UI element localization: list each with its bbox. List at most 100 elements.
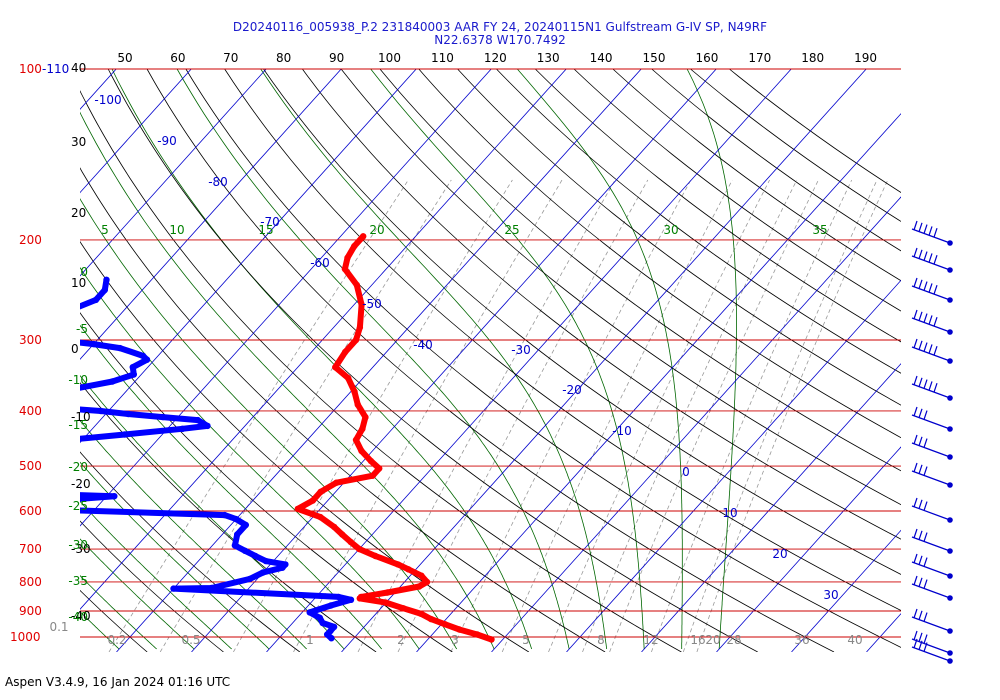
dewpoint-profile-point xyxy=(97,407,105,415)
wind-barb-flag xyxy=(923,281,928,291)
dewpoint-profile-point xyxy=(328,635,335,642)
top-scale-label: 190 xyxy=(854,51,877,65)
wind-barb-flag xyxy=(918,311,923,321)
top-scale-label: 120 xyxy=(484,51,507,65)
temperature-profile-point xyxy=(344,374,352,382)
temperature-profile-point xyxy=(369,472,376,479)
wind-barb-flag xyxy=(913,309,918,320)
isotherm-line xyxy=(491,196,901,652)
wind-barb-staff xyxy=(911,414,951,430)
temperature-profile-point xyxy=(317,488,324,495)
dewpoint-profile-point xyxy=(179,425,186,432)
dry-adiabat-line xyxy=(689,69,901,222)
dewpoint-profile-point xyxy=(69,306,75,312)
wind-barb-flag xyxy=(933,346,938,356)
isotherm-label: 0 xyxy=(682,465,690,479)
dewpoint-profile-point xyxy=(335,593,342,601)
isotherm-label: -50 xyxy=(362,297,382,311)
isotherm-line xyxy=(266,69,792,652)
wind-barb-flag xyxy=(913,553,918,564)
wind-barb-flag xyxy=(918,464,923,474)
wind-barb-flag xyxy=(913,608,918,619)
mixing-ratio-label: 5 xyxy=(522,633,530,647)
isotherm-label: -60 xyxy=(310,256,330,270)
temperature-profile-point xyxy=(417,610,425,617)
dewpoint-profile-point xyxy=(56,405,62,411)
temperature-profile-point xyxy=(416,583,423,590)
mixing-ratio-line xyxy=(357,179,616,652)
mixing-ratio-label: 40 xyxy=(847,633,862,647)
dewpoint-profile-point xyxy=(9,398,15,404)
wind-barb-flag xyxy=(923,438,928,448)
wind-barb-staff xyxy=(911,255,951,271)
temperature-profile-point xyxy=(332,364,339,371)
mixing-ratio-label: 2 xyxy=(397,633,405,647)
isobar-label: 100 xyxy=(19,62,42,76)
mixing-ratio-line xyxy=(548,179,770,652)
left-temp-label: 10 xyxy=(71,276,86,290)
dewpoint-profile-point xyxy=(90,340,97,348)
wind-barb-station xyxy=(947,517,953,523)
temperature-profile-point xyxy=(356,324,364,331)
left-temp-label: -10 xyxy=(71,410,91,424)
chart-title: D20240116_005938_P.2 231840003 AAR FY 24… xyxy=(0,21,1000,47)
isotherm-line xyxy=(80,69,492,527)
wind-barb-staff xyxy=(911,616,951,632)
wind-barb-staff xyxy=(911,383,951,399)
wind-barb xyxy=(911,338,953,364)
theta-top-label: 35 xyxy=(812,223,827,237)
wind-barb-flag xyxy=(923,634,928,644)
isotherm-line xyxy=(80,69,267,277)
wind-barb-station xyxy=(947,650,953,656)
isotherm-label: -40 xyxy=(413,338,433,352)
mixing-ratio-line xyxy=(682,179,878,652)
wind-barb xyxy=(911,434,953,460)
mixing-ratio-label: 0.1 xyxy=(49,620,68,634)
isobar-label: 900 xyxy=(19,604,42,618)
temperature-profile-point xyxy=(418,572,425,579)
dewpoint-profile-point xyxy=(103,276,110,283)
wind-barb-station xyxy=(947,267,953,273)
chart-title-line2: N22.6378 W170.7492 xyxy=(434,33,566,47)
top-scale-label: 180 xyxy=(801,51,824,65)
theta-top-label: 30 xyxy=(663,223,678,237)
temperature-profile-point xyxy=(394,561,402,568)
dry-adiabat-line xyxy=(534,69,901,343)
isobar-label: 500 xyxy=(19,459,42,473)
isobars xyxy=(80,68,901,638)
version-footer: Aspen V3.4.9, 16 Jan 2024 01:16 UTC xyxy=(5,675,231,689)
temperature-profile-point xyxy=(376,465,383,472)
dewpoint-profile-point xyxy=(159,413,167,421)
wind-barb-station xyxy=(947,426,953,432)
wind-barb-staff xyxy=(911,646,951,662)
mixing-ratio-line xyxy=(501,179,733,652)
moist-adiabat-line xyxy=(80,461,270,650)
mixing-ratio-line xyxy=(609,179,819,652)
wind-barb xyxy=(911,575,953,601)
wind-barb xyxy=(911,462,953,488)
isotherm-label: 10 xyxy=(722,506,737,520)
dewpoint-profile-point xyxy=(347,596,355,603)
dewpoint-profile-point xyxy=(194,416,201,424)
dewpoint-profile-point xyxy=(231,542,239,549)
temperature-profile-point xyxy=(341,265,349,273)
dewpoint-profile-point xyxy=(246,575,253,583)
wind-barb-station xyxy=(947,395,953,401)
wind-barb-flag xyxy=(918,279,923,289)
mixing-ratio-line xyxy=(450,179,692,652)
theta-left-label: -15 xyxy=(68,418,88,432)
wind-barb-flag xyxy=(928,381,933,391)
top-scale-label: 100 xyxy=(378,51,401,65)
mixing-ratio-label: 28 xyxy=(726,633,741,647)
left-temp-label: -30 xyxy=(71,542,91,556)
isotherm-line xyxy=(716,446,901,652)
isotherm-line xyxy=(116,69,642,652)
theta-top-label: 10 xyxy=(169,223,184,237)
isotherm-line xyxy=(341,69,867,652)
top-scale-label: 70 xyxy=(223,51,238,65)
dewpoint-profile-point xyxy=(67,392,73,398)
mixing-ratio-label: 0.2 xyxy=(107,633,126,647)
wind-barb-flag xyxy=(918,555,923,565)
temperature-profile-point xyxy=(441,621,449,628)
